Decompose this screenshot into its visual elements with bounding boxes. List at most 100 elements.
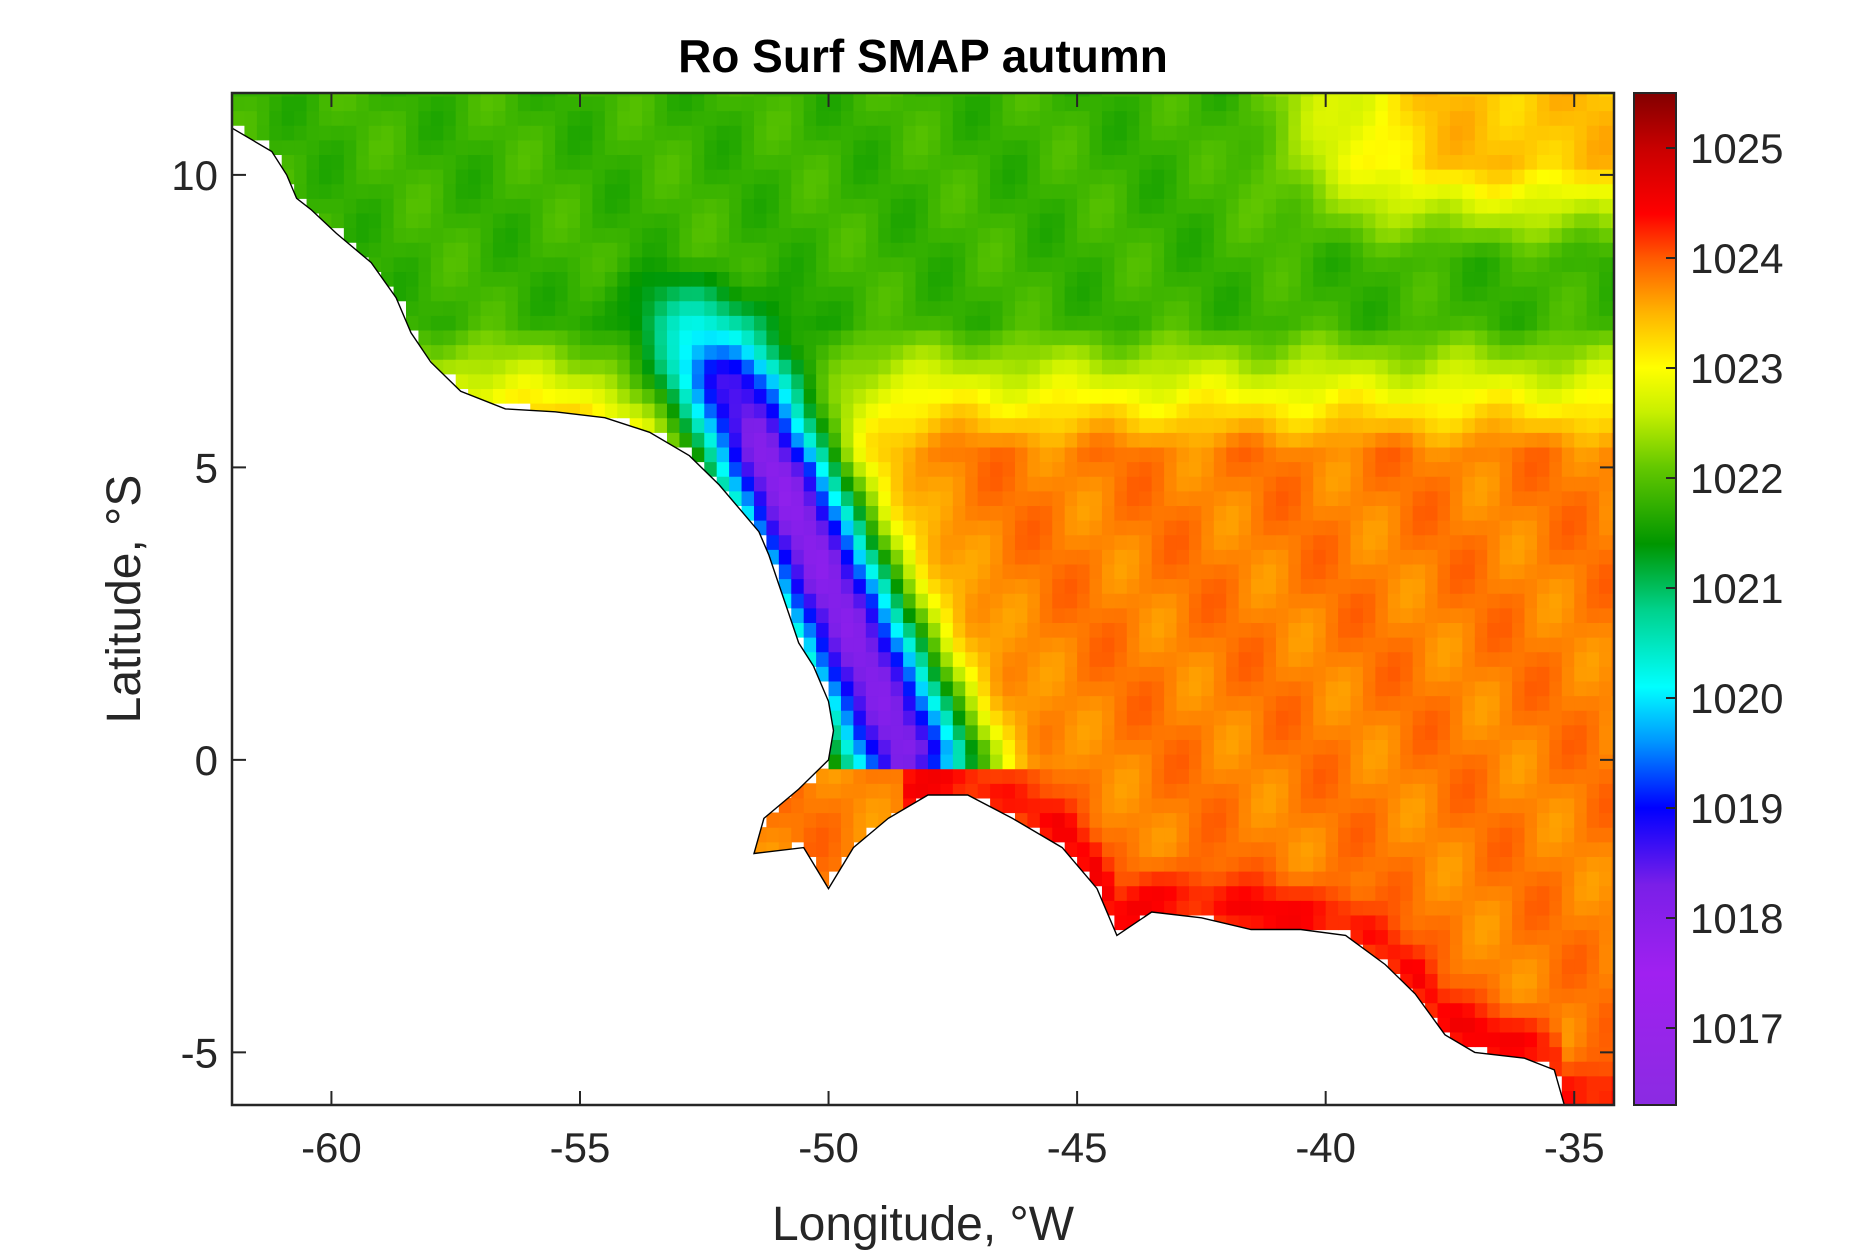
heatmap-cell <box>766 227 780 243</box>
heatmap-cell <box>269 139 283 156</box>
heatmap-cell <box>952 724 966 740</box>
heatmap-cell <box>1126 154 1140 170</box>
heatmap-cell <box>1275 344 1289 360</box>
heatmap-cell <box>741 256 755 273</box>
heatmap-cell <box>1549 768 1563 784</box>
heatmap-cell <box>766 403 780 419</box>
heatmap-cell <box>1027 388 1041 404</box>
heatmap-cell <box>816 841 830 857</box>
heatmap-cell <box>1449 169 1463 185</box>
heatmap-cell <box>1375 139 1389 156</box>
heatmap-cell <box>1002 651 1016 667</box>
heatmap-cell <box>679 95 693 112</box>
heatmap-cell <box>1151 710 1165 726</box>
heatmap-cell <box>1449 271 1463 287</box>
heatmap-cell <box>1164 666 1178 682</box>
heatmap-cell <box>1375 695 1389 711</box>
heatmap-cell <box>1549 300 1563 316</box>
heatmap-cell <box>1300 373 1314 390</box>
heatmap-cell <box>1586 549 1600 565</box>
heatmap-cell <box>1300 724 1314 740</box>
heatmap-cell <box>1188 900 1202 916</box>
heatmap-cell <box>890 520 904 536</box>
heatmap-cell <box>778 812 792 828</box>
heatmap-cell <box>791 563 805 580</box>
heatmap-cell <box>1263 885 1277 901</box>
heatmap-cell <box>1027 710 1041 726</box>
heatmap-cell <box>1437 125 1451 141</box>
heatmap-cell <box>1586 695 1600 711</box>
heatmap-cell <box>1238 432 1252 448</box>
heatmap-cell <box>1114 827 1128 843</box>
heatmap-cell <box>1139 242 1153 258</box>
heatmap-cell <box>890 724 904 740</box>
heatmap-cell <box>1425 929 1439 945</box>
heatmap-cell <box>306 183 320 199</box>
heatmap-cell <box>1561 139 1575 156</box>
heatmap-cell <box>903 754 917 770</box>
heatmap-cell <box>1362 110 1376 126</box>
heatmap-cell <box>617 315 631 331</box>
heatmap-cell <box>542 271 556 287</box>
heatmap-cell <box>654 256 668 273</box>
heatmap-cell <box>542 359 556 375</box>
heatmap-cell <box>368 125 382 141</box>
heatmap-cell <box>1449 432 1463 448</box>
heatmap-cell <box>1350 271 1364 287</box>
heatmap-cell <box>729 476 743 492</box>
heatmap-cell <box>1350 227 1364 243</box>
heatmap-cell <box>840 359 854 375</box>
heatmap-cell <box>691 212 705 229</box>
heatmap-cell <box>1288 227 1302 243</box>
heatmap-cell <box>443 169 457 185</box>
heatmap-cell <box>1425 637 1439 653</box>
heatmap-cell <box>1586 1075 1600 1091</box>
heatmap-cell <box>281 93 295 97</box>
heatmap-cell <box>393 198 407 214</box>
heatmap-cell <box>1536 607 1550 623</box>
heatmap-cell <box>1027 139 1041 156</box>
heatmap-cell <box>1002 300 1016 316</box>
heatmap-cell <box>1226 754 1240 770</box>
heatmap-cell <box>1164 388 1178 404</box>
heatmap-cell <box>1449 958 1463 974</box>
heatmap-cell <box>1114 373 1128 390</box>
heatmap-cell <box>679 212 693 229</box>
heatmap-cell <box>679 125 693 141</box>
heatmap-cell <box>753 110 768 126</box>
heatmap-cell <box>666 154 681 170</box>
heatmap-cell <box>1425 783 1439 799</box>
heatmap-cell <box>977 666 991 682</box>
heatmap-cell <box>803 593 817 609</box>
heatmap-cell <box>1139 534 1153 550</box>
heatmap-cell <box>1263 841 1277 857</box>
heatmap-cell <box>468 110 482 126</box>
heatmap-cell <box>1350 286 1364 302</box>
heatmap-cell <box>965 476 979 492</box>
heatmap-cell <box>629 198 643 214</box>
heatmap-cell <box>1213 490 1227 506</box>
heatmap-cell <box>1151 856 1165 872</box>
heatmap-cell <box>1263 768 1277 784</box>
heatmap-cell <box>704 286 718 302</box>
heatmap-cell <box>816 622 830 638</box>
heatmap-cell <box>1512 110 1526 126</box>
heatmap-cell <box>1039 578 1053 594</box>
heatmap-cell <box>517 169 531 185</box>
heatmap-cell <box>1499 154 1513 170</box>
heatmap-cell <box>1213 710 1227 726</box>
heatmap-cell <box>1139 827 1153 843</box>
heatmap-cell <box>642 242 656 258</box>
heatmap-cell <box>604 227 618 243</box>
heatmap-cell <box>729 432 743 448</box>
coastline <box>232 127 1566 1105</box>
heatmap-cell <box>1338 446 1352 463</box>
heatmap-cell <box>1338 388 1352 404</box>
heatmap-cell <box>679 344 693 360</box>
heatmap-cell <box>791 490 805 506</box>
heatmap-cell <box>1536 315 1550 331</box>
heatmap-cell <box>393 110 407 126</box>
heatmap-cell <box>1599 344 1613 360</box>
heatmap-cell <box>1188 797 1202 814</box>
heatmap-cell <box>1338 490 1352 506</box>
